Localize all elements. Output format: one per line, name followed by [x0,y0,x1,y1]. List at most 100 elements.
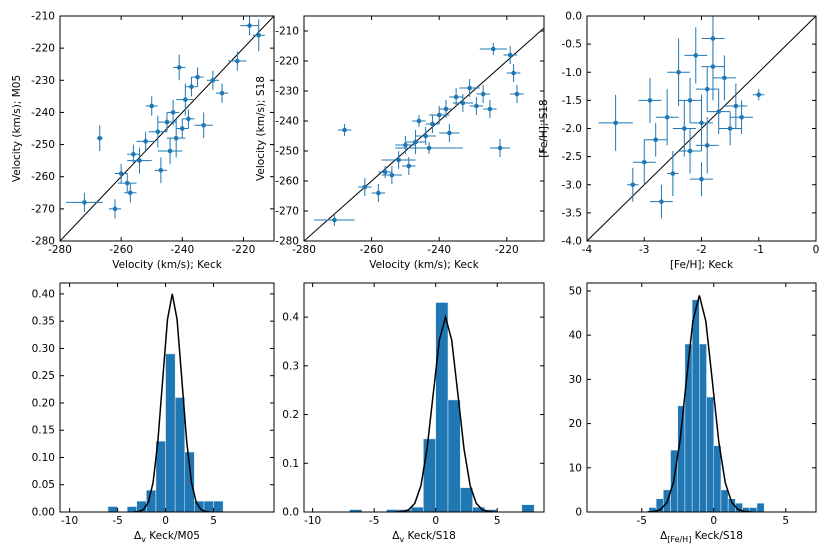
fit-curve [396,314,495,512]
axes-frame [59,15,275,242]
point [376,190,381,196]
axes-frame [303,282,545,513]
point [613,120,618,126]
point [670,171,676,176]
bar [423,438,436,512]
y-tick-label: 0.25 [32,370,55,382]
x-tick-label: -1 [754,244,764,256]
point [256,32,262,38]
x-tick-label: -240 [170,244,194,256]
point [436,112,442,118]
point [497,145,503,151]
x-tick-label: -220 [495,244,519,256]
point [710,64,716,69]
y-tick-label: -3.0 [562,179,583,191]
point [186,116,191,122]
point [97,135,103,141]
y-axis-label: [Fe/H]; S18 [538,99,550,157]
y-tick-label: -230 [31,75,55,87]
bar [713,445,722,512]
point [155,129,161,135]
x-axis-label: Velocity (km/s); Keck [112,259,223,271]
point [704,143,710,148]
bar [684,343,693,512]
point [699,120,704,126]
x-tick-label: -240 [427,244,451,256]
x-tick-label: -280 [48,244,72,256]
y-tick-label: 0.30 [32,343,55,355]
y-tick-label: -260 [31,171,55,183]
point [447,130,452,136]
y-tick-label: 0.4 [282,312,299,324]
x-tick-label: -2 [696,244,706,256]
plot-area [587,16,816,241]
point [195,74,200,80]
x-axis-label-part: v [141,535,146,544]
point [443,106,449,112]
point [641,159,647,165]
point [647,98,653,103]
bar [720,489,729,512]
y-tick-label: 30 [569,374,582,386]
bar [447,399,461,512]
bar [521,504,535,512]
point [507,52,513,58]
y-tick-label: -2.0 [562,123,583,135]
point [112,206,118,212]
axes-frame [59,282,275,513]
y-tick-label: -280 [31,236,55,248]
y-tick-label: 40 [569,330,582,342]
point [128,190,133,196]
x-axis-label-part: Keck/S18 [691,530,743,542]
point [235,58,240,64]
point [490,46,496,52]
point [480,91,486,97]
x-tick-label: 5 [210,515,217,527]
y-tick-label: 50 [569,285,582,297]
y-tick-label: -250 [275,146,299,158]
y-tick-label: -280 [275,236,299,248]
plot-area [349,302,535,512]
x-tick-label: 5 [494,515,501,527]
point [143,139,148,144]
point [201,122,206,128]
x-axis-label: Δv Keck/S18 [392,530,456,544]
x-tick-label: -4 [582,244,593,256]
x-tick-label: 5 [782,515,789,527]
point [179,126,185,131]
point [511,70,516,76]
x-axis-label: Δ[Fe/H] Keck/S18 [660,530,743,544]
y-axis-label: Velocity (km/s); M05 [11,75,23,182]
y-tick-label: -270 [31,203,55,215]
point [487,106,493,112]
y-tick-label: 0.2 [282,409,299,421]
y-tick-label: -0.5 [562,39,583,51]
y-tick-label: 0.00 [32,507,55,519]
bar [165,353,176,512]
x-tick-label: -10 [304,515,321,527]
y-tick-label: -230 [275,86,299,98]
point [167,148,173,154]
point [653,137,658,143]
point [423,133,428,139]
point [676,69,681,75]
point [430,121,435,127]
x-axis-label-part: Δ [660,530,668,542]
y-tick-label: -4.0 [562,236,583,248]
y-tick-label: -260 [275,176,299,188]
y-tick-label: -210 [31,11,55,23]
point [756,92,762,98]
point [687,148,693,154]
x-tick-label: -280 [292,244,316,256]
plot-area [107,293,224,512]
point [739,114,744,120]
point [149,103,155,109]
x-tick-label: -5 [636,515,646,527]
point [467,85,472,91]
point [416,118,422,124]
point [403,142,408,148]
point [332,217,337,223]
point [189,84,194,90]
point [164,119,170,125]
axes-frame [303,15,545,242]
